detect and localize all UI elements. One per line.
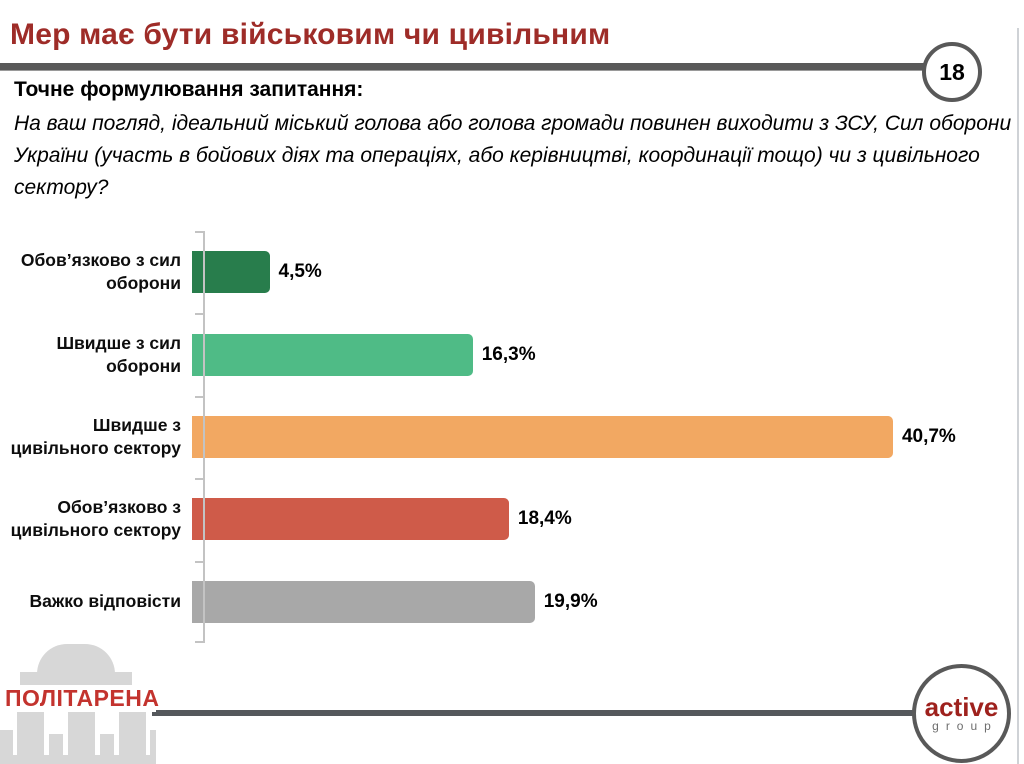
page-number-badge: 18 <box>922 42 982 102</box>
bar-value-label: 4,5% <box>278 261 322 283</box>
politarena-logo: ПОЛІТАРЕНА <box>0 644 159 764</box>
right-edge-divider <box>1017 28 1019 764</box>
chart-row: Важко відповісти 19,9% <box>0 561 1000 643</box>
category-label: Обов’язково з цивільного сектору <box>10 497 181 541</box>
bar-value-label: 40,7% <box>901 426 956 448</box>
question-text: На ваш погляд, ідеальний міський голова … <box>14 112 1012 199</box>
bar <box>192 333 473 376</box>
building-column-icon <box>17 712 44 755</box>
axis-tick <box>195 313 203 316</box>
axis-tick <box>195 478 203 481</box>
politarena-wordmark: ПОЛІТАРЕНА <box>5 685 160 711</box>
category-label: Швидше з сил оборони <box>56 332 181 376</box>
chart-row: Обов’язково з цивільного сектору 18,4% <box>0 478 1000 560</box>
axis-tick <box>195 641 203 643</box>
chart-row: Швидше з сил оборони 16,3% <box>0 313 1000 395</box>
bar-area: 19,9% <box>192 561 967 643</box>
building-window-icon <box>100 734 114 755</box>
active-group-wordmark: active <box>924 691 999 722</box>
bar-area: 4,5% <box>192 231 967 313</box>
bar <box>192 416 893 459</box>
axis-tick <box>195 560 203 563</box>
chart-row: Обов’язково з сил оборони 4,5% <box>0 231 1000 313</box>
chart-row: Швидше з цивільного сектору 40,7% <box>0 396 1000 478</box>
bar-value-label: 19,9% <box>543 590 598 612</box>
bar <box>192 498 509 541</box>
active-group-logo: active group <box>912 664 1011 763</box>
page-title: Мер має бути військовим чи цивільним <box>10 18 611 51</box>
building-column-icon <box>119 712 146 755</box>
bar-area: 40,7% <box>192 396 967 478</box>
active-group-subtext: group <box>932 718 998 733</box>
building-left-block <box>0 730 13 755</box>
building-entablature <box>20 672 132 685</box>
building-dome-icon <box>37 644 115 674</box>
axis-tick <box>195 395 203 398</box>
building-window-icon <box>49 734 63 755</box>
footer-divider <box>152 710 914 716</box>
building-base <box>0 755 156 764</box>
politarena-wordmark-band: ПОЛІТАРЕНА <box>0 685 159 712</box>
chart-axis-line <box>203 231 205 643</box>
bar <box>192 580 535 623</box>
category-label: Важко відповісти <box>29 591 181 612</box>
page-number: 18 <box>939 58 965 85</box>
bar-value-label: 18,4% <box>517 508 572 530</box>
bar-area: 16,3% <box>192 313 967 395</box>
category-label: Швидше з цивільного сектору <box>10 415 181 459</box>
building-right-block <box>150 730 156 755</box>
bar-chart: Обов’язково з сил оборони 4,5% Швидше з сил… <box>0 231 1000 643</box>
bar-area: 18,4% <box>192 478 967 560</box>
bar-value-label: 16,3% <box>481 343 536 365</box>
category-label: Обов’язково з сил оборони <box>20 250 181 294</box>
building-column-icon <box>68 712 95 755</box>
bar-rows: Обов’язково з сил оборони 4,5% Швидше з сил… <box>0 231 1000 643</box>
question-heading: Точне формулювання запитання: <box>14 78 364 101</box>
title-divider <box>0 63 926 71</box>
axis-tick <box>195 231 203 233</box>
